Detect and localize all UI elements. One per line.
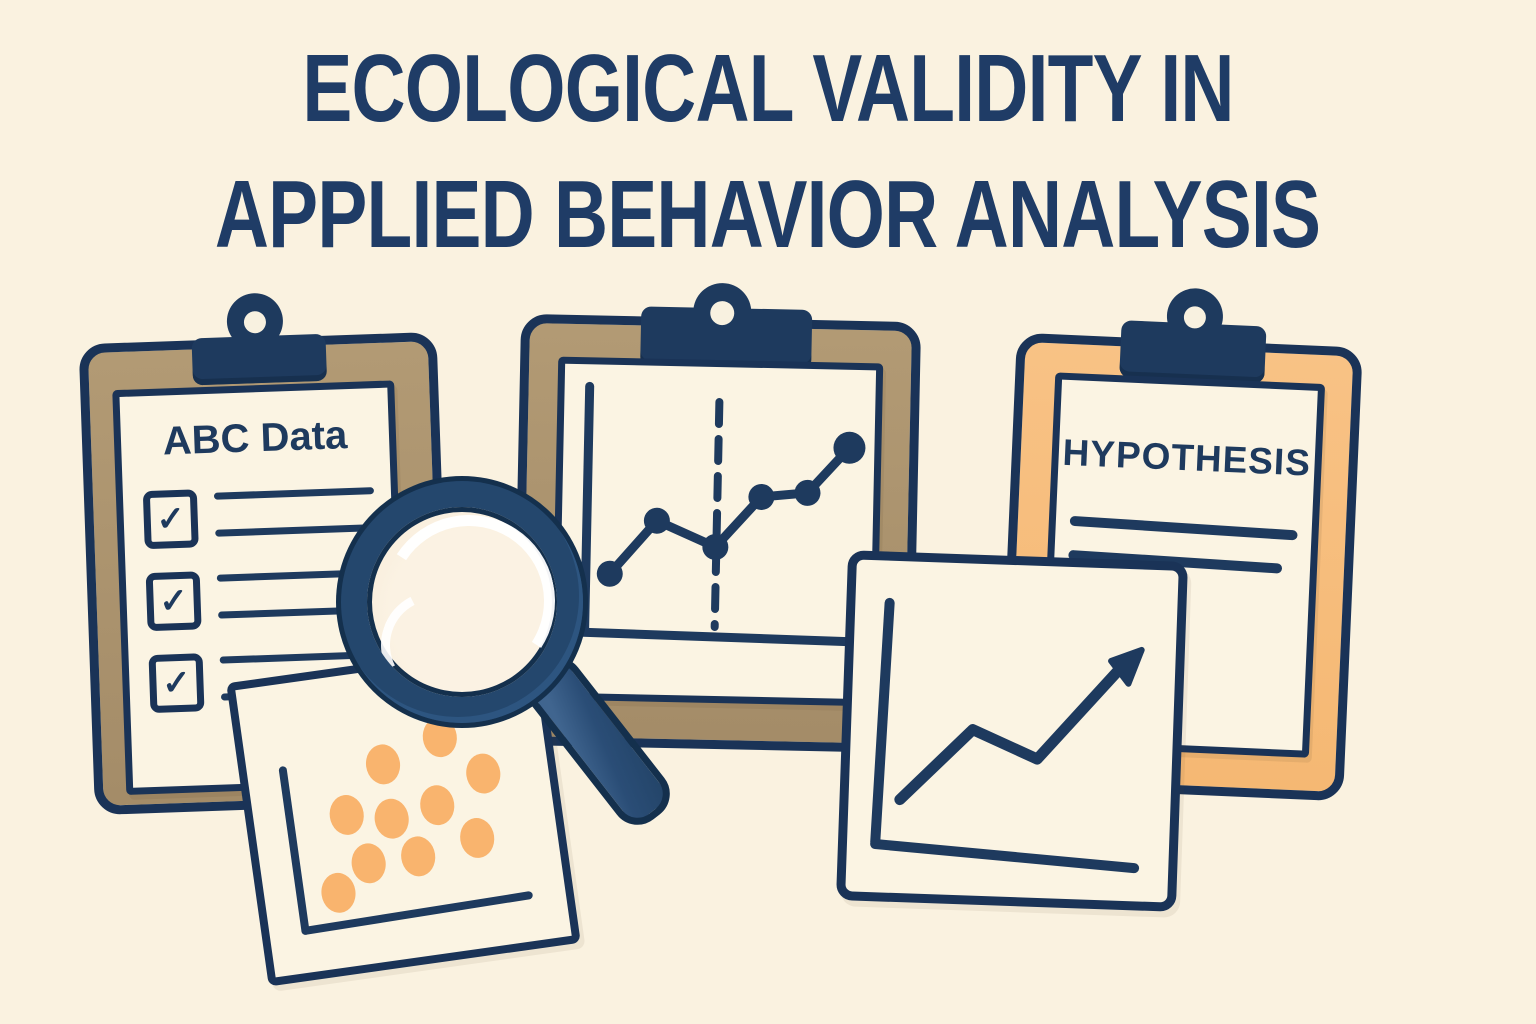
scatter-dot [351,843,386,884]
data-point [643,507,670,534]
text-line-bar [213,487,375,500]
trend-chart-paper [835,550,1189,912]
arrow-up-icon [1108,646,1145,687]
scatter-dot [365,744,401,785]
clip-icon [1119,320,1267,384]
data-point [748,483,775,510]
check-icon: ✓ [158,581,189,621]
check-icon: ✓ [155,499,186,539]
hypothesis-title: HYPOTHESIS [1061,431,1312,484]
title-line-1: ECOLOGICAL VALIDITY IN [302,35,1234,142]
data-series-line [605,443,854,579]
main-title: ECOLOGICAL VALIDITY IN APPLIED BEHAVIOR … [0,40,1536,292]
scatter-dot [460,818,495,858]
abc-data-title: ABC Data [162,413,348,464]
scatter-dot [420,785,455,826]
scatter-data-paper [226,639,581,987]
text-line-bar [215,524,368,537]
scatter-dot [401,836,436,877]
x-axis [575,627,859,647]
check-row: ✓ [142,483,393,550]
scatter-dot [466,753,501,794]
checkbox-icon: ✓ [142,489,199,550]
y-axis [870,597,895,848]
checkbox-icon: ✓ [145,571,202,632]
data-point [702,533,729,560]
data-point [833,431,866,464]
data-point [596,560,623,587]
check-icon: ✓ [161,663,192,703]
magnifier-frame [336,476,588,728]
checkbox-icon: ✓ [148,653,205,714]
scatter-dot [374,798,409,839]
title-line-2: APPLIED BEHAVIOR ANALYSIS [215,161,1321,268]
x-axis [301,891,533,935]
x-axis [870,838,1140,874]
trend-line [894,659,1129,806]
clip-icon [191,333,328,386]
y-axis [278,766,310,935]
trend-arrow-chart [870,597,1145,874]
phase-change-line-chart [575,381,866,647]
clipboard-phase-graph [508,279,924,754]
text-line-bar [1069,515,1298,541]
magnifier-lens [367,507,557,697]
phase-line-icon [710,398,724,631]
scatter-dot [329,794,364,835]
clipboard-paper [551,356,884,707]
scatter-dot [321,872,356,913]
data-point [794,479,821,506]
scatter-dot-chart [278,717,533,935]
